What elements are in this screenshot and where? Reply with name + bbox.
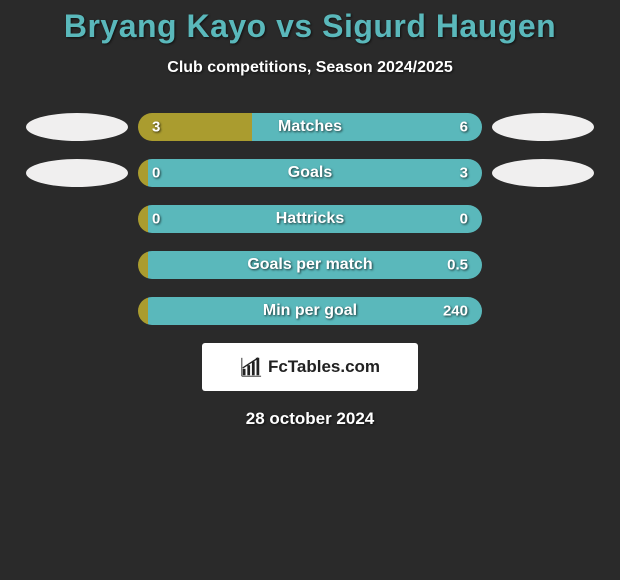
badge-placeholder bbox=[26, 297, 128, 325]
team-badge-right bbox=[492, 113, 594, 141]
stat-bar: 36Matches bbox=[138, 113, 482, 141]
stat-label: Matches bbox=[138, 118, 482, 136]
stat-bar: 03Goals bbox=[138, 159, 482, 187]
team-badge-right bbox=[492, 159, 594, 187]
stat-label: Min per goal bbox=[138, 302, 482, 320]
logo-text: FcTables.com bbox=[268, 357, 380, 377]
stat-label: Hattricks bbox=[138, 210, 482, 228]
stat-label: Goals bbox=[138, 164, 482, 182]
stat-bar: 0.5Goals per match bbox=[138, 251, 482, 279]
badge-placeholder bbox=[492, 297, 594, 325]
comparison-infographic: Bryang Kayo vs Sigurd Haugen Club compet… bbox=[0, 0, 620, 429]
badge-placeholder bbox=[492, 205, 594, 233]
date-text: 28 october 2024 bbox=[0, 409, 620, 429]
page-title: Bryang Kayo vs Sigurd Haugen bbox=[0, 8, 620, 45]
badge-placeholder bbox=[26, 251, 128, 279]
stat-bar: 00Hattricks bbox=[138, 205, 482, 233]
team-badge-left bbox=[26, 159, 128, 187]
stat-row: 240Min per goal bbox=[0, 297, 620, 325]
badge-placeholder bbox=[492, 251, 594, 279]
badge-placeholder bbox=[26, 205, 128, 233]
stat-bar: 240Min per goal bbox=[138, 297, 482, 325]
stat-row: 36Matches bbox=[0, 113, 620, 141]
stat-label: Goals per match bbox=[138, 256, 482, 274]
stat-row: 00Hattricks bbox=[0, 205, 620, 233]
logo-box: FcTables.com bbox=[202, 343, 418, 391]
stat-row: 0.5Goals per match bbox=[0, 251, 620, 279]
stat-row: 03Goals bbox=[0, 159, 620, 187]
stat-rows: 36Matches 03Goals 00Hattricks 0.5Goals per … bbox=[0, 113, 620, 325]
bar-chart-icon bbox=[240, 356, 262, 378]
team-badge-left bbox=[26, 113, 128, 141]
subtitle: Club competitions, Season 2024/2025 bbox=[0, 59, 620, 77]
